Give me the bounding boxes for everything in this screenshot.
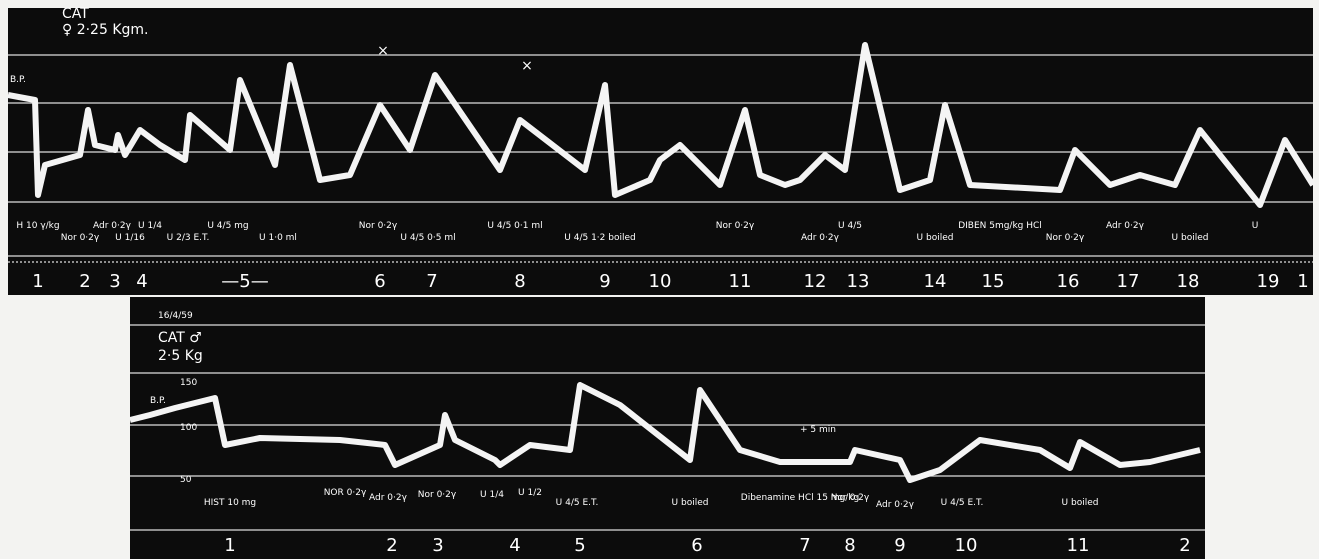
injection-label: U boiled <box>917 233 954 243</box>
injection-label: Adr 0·2γ <box>93 221 132 231</box>
number: 14 <box>924 271 947 292</box>
number: 13 <box>847 271 870 292</box>
injection-label: Adr 0·2γ <box>801 233 840 243</box>
subtitle: ♀ 2·25 Kgm. <box>62 22 148 38</box>
title: CAT <box>62 6 89 22</box>
number: 3 <box>109 271 120 292</box>
number: 19 <box>1257 271 1280 292</box>
injection-label: U 1/4 <box>480 490 504 500</box>
number: 7 <box>799 535 810 556</box>
injection-label: U 4/5 0·5 ml <box>400 233 455 243</box>
number: 17 <box>1117 271 1140 292</box>
number: 2 <box>386 535 397 556</box>
number: 6 <box>374 271 385 292</box>
kymograph-figure: CAT♀ 2·25 Kgm.B.P.××H 10 γ/kgNor 0·2γAdr… <box>0 0 1319 559</box>
number: 3 <box>432 535 443 556</box>
injection-label: Nor 0·2γ <box>831 493 870 503</box>
number: 1 <box>32 271 43 292</box>
injection-label: U <box>1252 221 1259 231</box>
injection-label: H 10 γ/kg <box>16 221 59 231</box>
injection-label: NOR 0·2γ <box>324 488 367 498</box>
injection-label: U 4/5 0·1 ml <box>487 221 542 231</box>
number: 18 <box>1177 271 1200 292</box>
bottom-panel <box>130 297 1205 559</box>
number: 1 <box>1297 271 1308 292</box>
injection-label: U 1/16 <box>115 233 145 243</box>
number: 2 <box>79 271 90 292</box>
number: 2 <box>1179 535 1190 556</box>
bp-label: B.P. <box>150 396 166 406</box>
number: 8 <box>844 535 855 556</box>
subtitle: 2·5 Kg <box>158 348 203 364</box>
injection-label: Nor 0·2γ <box>418 490 457 500</box>
injection-label: Adr 0·2γ <box>876 500 915 510</box>
injection-label: U boiled <box>1172 233 1209 243</box>
scale-label: 50 <box>180 475 192 485</box>
number: 9 <box>894 535 905 556</box>
title: CAT ♂ <box>158 330 202 346</box>
injection-label: Adr 0·2γ <box>1106 221 1145 231</box>
number: 4 <box>136 271 147 292</box>
injection-label: U 2/3 E.T. <box>167 233 210 243</box>
number: 10 <box>649 271 672 292</box>
injection-label: U boiled <box>672 498 709 508</box>
number: —5— <box>221 271 268 292</box>
page: CAT♀ 2·25 Kgm.B.P.××H 10 γ/kgNor 0·2γAdr… <box>0 0 1319 559</box>
injection-label: Nor 0·2γ <box>359 221 398 231</box>
number: 5 <box>574 535 585 556</box>
number: 16 <box>1057 271 1080 292</box>
injection-label: DIBEN 5mg/kg HCl <box>958 221 1042 231</box>
scale-label: 150 <box>180 378 197 388</box>
injection-label: U boiled <box>1062 498 1099 508</box>
injection-label: Nor 0·2γ <box>1046 233 1085 243</box>
mark: × <box>377 43 389 59</box>
injection-label: Adr 0·2γ <box>369 493 408 503</box>
injection-label: U 4/5 E.T. <box>556 498 599 508</box>
injection-label: HIST 10 mg <box>204 498 256 508</box>
number: 4 <box>509 535 520 556</box>
number: 8 <box>514 271 525 292</box>
number: 10 <box>955 535 978 556</box>
bp-label: B.P. <box>10 75 26 85</box>
injection-label: U 1/2 <box>518 488 542 498</box>
injection-label: U 4/5 1·2 boiled <box>564 233 635 243</box>
number: 6 <box>691 535 702 556</box>
injection-label: Nor 0·2γ <box>716 221 755 231</box>
number: 9 <box>599 271 610 292</box>
injection-label: Nor 0·2γ <box>61 233 100 243</box>
mark: × <box>521 58 533 74</box>
injection-label: U 4/5 mg <box>207 221 248 231</box>
number: 1 <box>224 535 235 556</box>
injection-label: U 4/5 E.T. <box>941 498 984 508</box>
injection-label: U 4/5 <box>838 221 862 231</box>
injection-label: + 5 min <box>800 425 836 435</box>
number: 7 <box>426 271 437 292</box>
number: 11 <box>729 271 752 292</box>
scale-label: 100 <box>180 423 197 433</box>
injection-label: U 1·0 ml <box>259 233 297 243</box>
number: 11 <box>1067 535 1090 556</box>
date: 16/4/59 <box>158 311 193 321</box>
injection-label: U 1/4 <box>138 221 162 231</box>
number: 15 <box>982 271 1005 292</box>
number: 12 <box>804 271 827 292</box>
